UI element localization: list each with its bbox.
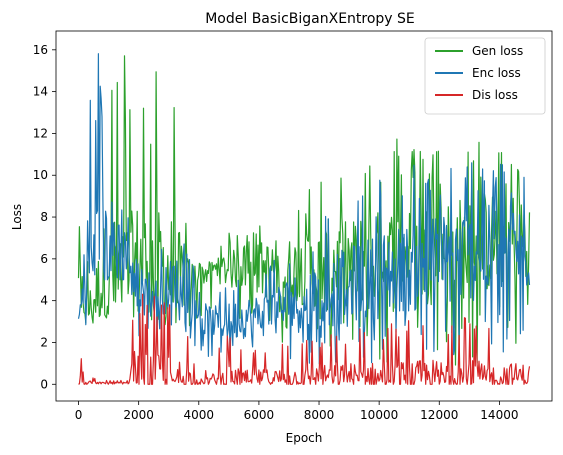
x-tick-label: 0 xyxy=(75,408,83,422)
y-tick-label: 4 xyxy=(40,294,48,308)
y-tick-label: 0 xyxy=(40,377,48,391)
legend: Gen loss Enc loss Dis loss xyxy=(425,38,545,114)
y-tick-label: 10 xyxy=(33,168,48,182)
x-tick-label: 8000 xyxy=(304,408,335,422)
x-tick-label: 10000 xyxy=(360,408,398,422)
x-tick-label: 12000 xyxy=(420,408,458,422)
x-tick-label: 6000 xyxy=(244,408,275,422)
chart-title: Model BasicBiganXEntropy SE xyxy=(205,11,415,27)
y-tick-label: 12 xyxy=(33,126,48,140)
x-tick-label: 2000 xyxy=(123,408,154,422)
y-tick-label: 6 xyxy=(40,252,48,266)
legend-label: Enc loss xyxy=(472,66,521,80)
x-tick-label: 14000 xyxy=(480,408,518,422)
x-axis-label: Epoch xyxy=(286,431,323,445)
legend-label: Dis loss xyxy=(472,88,518,102)
y-tick-label: 8 xyxy=(40,210,48,224)
x-tick-label: 4000 xyxy=(184,408,215,422)
y-tick-label: 14 xyxy=(33,85,48,99)
y-axis-label: Loss xyxy=(10,204,24,230)
legend-label: Gen loss xyxy=(472,44,523,58)
y-tick-label: 16 xyxy=(33,43,48,57)
y-tick-label: 2 xyxy=(40,335,48,349)
